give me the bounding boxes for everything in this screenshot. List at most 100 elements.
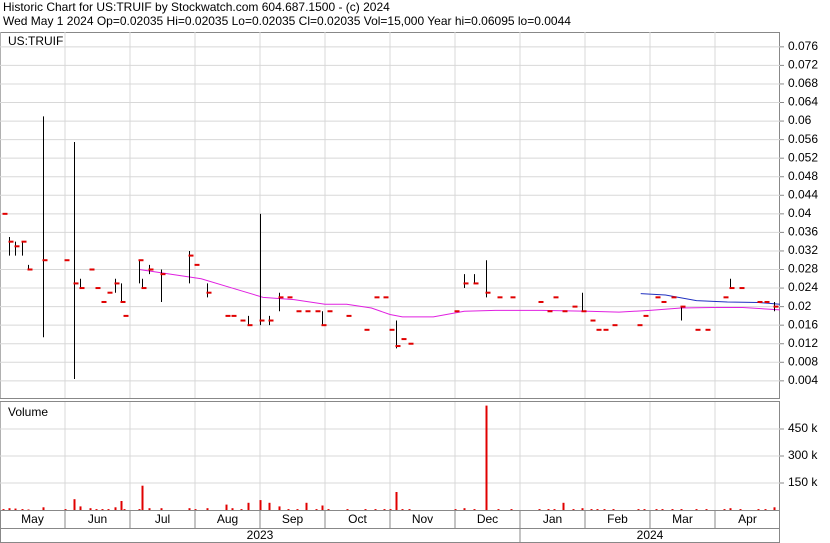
volume-bar xyxy=(160,508,163,510)
volume-bar xyxy=(259,500,262,510)
year-label: 2023 xyxy=(247,528,274,542)
volume-bar xyxy=(2,509,5,510)
y-tick-label: 0.016 xyxy=(788,317,818,331)
volume-bar xyxy=(14,508,17,510)
volume-bar xyxy=(680,509,683,510)
volume-bar xyxy=(114,507,117,510)
y-tick-label: 0.032 xyxy=(788,243,818,257)
volume-bar xyxy=(764,509,767,510)
volume-bar xyxy=(655,509,658,510)
volume-bar xyxy=(268,502,271,510)
volume-bar xyxy=(79,506,82,510)
volume-bar xyxy=(64,509,67,510)
volume-bar xyxy=(485,405,488,510)
volume-bar xyxy=(547,509,550,510)
x-tick-label: May xyxy=(21,512,44,526)
y-tick-label: 0.056 xyxy=(788,132,818,146)
volume-bar xyxy=(389,509,392,510)
volume-bar xyxy=(89,508,92,510)
volume-tick-label: 300 k xyxy=(788,448,818,462)
volume-bar xyxy=(141,485,144,510)
x-tick-label: Jul xyxy=(155,512,170,526)
y-tick-label: 0.012 xyxy=(788,336,818,350)
volume-label: Volume xyxy=(8,405,48,419)
volume-bar xyxy=(148,508,151,510)
volume-bar xyxy=(247,502,250,510)
volume-bar xyxy=(729,508,732,510)
volume-bar xyxy=(107,509,110,510)
volume-bar xyxy=(73,499,76,510)
volume-bar xyxy=(278,506,281,510)
volume-bar xyxy=(773,507,776,510)
volume-bar xyxy=(643,509,646,510)
volume-bar xyxy=(497,509,500,510)
volume-bar xyxy=(705,509,708,510)
y-tick-label: 0.028 xyxy=(788,262,818,276)
volume-bar xyxy=(95,509,98,510)
volume-bar xyxy=(401,509,404,510)
x-tick-label: Feb xyxy=(607,512,628,526)
x-tick-label: Oct xyxy=(348,512,367,526)
volume-bar xyxy=(473,509,476,510)
volume-bar xyxy=(553,509,556,510)
volume-bar xyxy=(637,509,640,510)
volume-bar xyxy=(42,507,45,510)
volume-bar xyxy=(612,509,615,510)
volume-bar xyxy=(194,509,197,510)
x-tick-label: Jun xyxy=(88,512,107,526)
volume-bar xyxy=(321,505,324,510)
volume-bar xyxy=(327,509,330,510)
volume-bar xyxy=(757,509,760,510)
volume-tick-label: 150 k xyxy=(788,475,818,489)
y-tick-label: 0.06 xyxy=(788,113,812,127)
volume-bar xyxy=(671,509,674,510)
y-tick-label: 0.052 xyxy=(788,150,818,164)
volume-bar xyxy=(723,509,726,510)
volume-bar xyxy=(395,492,398,510)
volume-bar xyxy=(296,509,299,510)
volume-tick-label: 450 k xyxy=(788,421,818,435)
volume-bar xyxy=(408,509,411,510)
y-tick-label: 0.024 xyxy=(788,280,818,294)
volume-bar xyxy=(739,509,742,510)
volume-bar xyxy=(695,509,698,510)
y-tick-label: 0.044 xyxy=(788,187,818,201)
moving-average xyxy=(139,269,781,318)
plot-layer: May Jun Jul Aug Sep Oct Nov Dec Jan Feb Mar Apr 2023… xyxy=(0,32,818,543)
symbol-label: US:TRUIF xyxy=(8,34,63,48)
volume-bar xyxy=(240,509,243,510)
x-tick-label: Sep xyxy=(282,512,304,526)
volume-bar xyxy=(27,509,30,510)
volume-bar xyxy=(287,509,290,510)
volume-bar xyxy=(346,509,349,510)
x-tick-label: Mar xyxy=(672,512,693,526)
volume-bar xyxy=(138,509,141,510)
volume-bar xyxy=(590,509,593,510)
volume-bar xyxy=(8,508,11,510)
volume-bar xyxy=(562,502,565,510)
year-label: 2024 xyxy=(637,528,664,542)
y-tick-label: 0.02 xyxy=(788,299,812,313)
volume-bar xyxy=(463,508,466,510)
volume-bar xyxy=(364,509,367,510)
volume-bar xyxy=(572,509,575,510)
chart-title: Historic Chart for US:TRUIF by Stockwatc… xyxy=(3,0,390,14)
volume-bar xyxy=(538,509,541,510)
volume-bar xyxy=(383,509,386,510)
y-tick-label: 0.048 xyxy=(788,169,818,183)
y-tick-label: 0.068 xyxy=(788,76,818,90)
x-tick-label: Dec xyxy=(477,512,498,526)
volume-bar xyxy=(305,502,308,510)
y-tick-label: 0.064 xyxy=(788,95,818,109)
volume-bar xyxy=(120,501,123,510)
x-tick-label: Jan xyxy=(543,512,562,526)
y-tick-label: 0.072 xyxy=(788,58,818,72)
x-tick-label: Nov xyxy=(412,512,433,526)
volume-bar xyxy=(101,509,104,510)
y-tick-label: 0.036 xyxy=(788,225,818,239)
y-tick-label: 0.04 xyxy=(788,206,812,220)
volume-bar xyxy=(231,508,234,510)
volume-bar xyxy=(581,508,584,510)
